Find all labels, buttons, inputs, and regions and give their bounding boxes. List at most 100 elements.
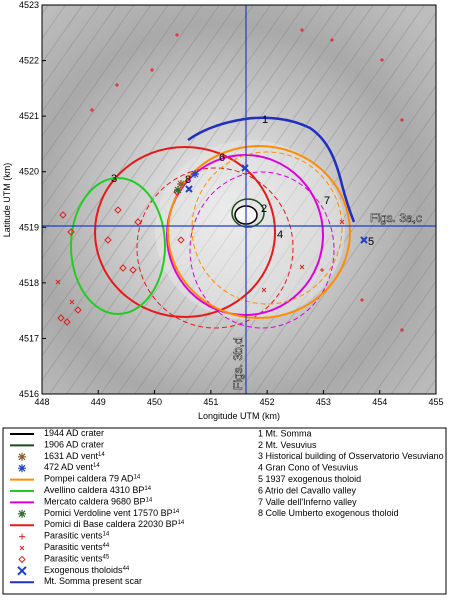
legend-swatch xyxy=(17,566,27,576)
legend-entry: Pomici di Base caldera 22030 BP14 xyxy=(44,520,185,530)
x-tick-label: 448 xyxy=(34,397,49,407)
legend-entry: Avellino caldera 4310 BP14 xyxy=(44,485,152,495)
legend-label: Parasitic vents xyxy=(44,531,103,541)
place-legend-entry: 7 Valle dell'Inferno valley xyxy=(258,497,357,507)
legend-entry: Mt. Somma present scar xyxy=(44,577,142,587)
place-number: 2 xyxy=(261,203,267,215)
place-legend-entry: 3 Historical building of Osservatorio Ve… xyxy=(258,451,444,461)
legend-superscript: 45 xyxy=(103,554,110,560)
legend-entry: Pomici Verdoline vent 17570 BP14 xyxy=(44,508,180,518)
place-legend-entry: 5 1937 exogenous tholoid xyxy=(258,474,361,484)
legend-label: Mercato caldera 9680 BP xyxy=(44,497,146,507)
place-number: 5 xyxy=(368,236,374,248)
cone-slope xyxy=(155,140,345,320)
legend-entry: Parasitic vents44 xyxy=(44,542,110,552)
legend-swatch xyxy=(18,464,26,473)
legend-swatch xyxy=(18,509,26,518)
legend-entry: Mercato caldera 9680 BP14 xyxy=(44,497,153,507)
legend-superscript: 14 xyxy=(103,531,110,537)
x-tick-label: 455 xyxy=(428,397,443,407)
legend-swatch xyxy=(19,545,25,551)
somma-scar xyxy=(187,116,356,223)
legend-superscript: 14 xyxy=(134,474,141,480)
y-tick-label: 4519 xyxy=(19,222,39,232)
legend-label: Pomici Verdoline vent 17570 BP xyxy=(44,508,173,518)
place-number: 3 xyxy=(111,173,117,185)
vent-verdoline xyxy=(174,186,182,194)
section-label: Figs. 3a,c xyxy=(370,211,422,225)
y-tick-label: 4516 xyxy=(19,389,39,399)
legend-swatch xyxy=(19,533,25,540)
legend-box xyxy=(2,427,447,595)
legend-label: 1631 AD vent xyxy=(44,451,99,461)
vent-472 xyxy=(191,170,199,178)
pomici-di-base-caldera xyxy=(94,146,276,318)
legend-label: 472 AD vent xyxy=(44,463,94,473)
legend-entry: Pompei caldera 79 AD14 xyxy=(44,474,141,484)
vent-1631 xyxy=(177,180,185,188)
place-number: 8 xyxy=(185,174,191,186)
legend-superscript: 14 xyxy=(173,508,180,514)
legend-superscript: 14 xyxy=(178,520,185,526)
legend-superscript: 14 xyxy=(98,451,105,457)
legend-entry: 472 AD vent14 xyxy=(44,463,100,473)
pompei-caldera xyxy=(167,145,351,319)
legend-superscript: 14 xyxy=(93,463,100,469)
legend-superscript: 44 xyxy=(103,543,110,549)
place-legend-entry: 6 Atrio del Cavallo valley xyxy=(258,485,357,495)
place-number: 4 xyxy=(277,229,283,241)
magenta-dashed-caldera xyxy=(189,171,335,329)
x-tick-label: 450 xyxy=(147,397,162,407)
legend-swatch xyxy=(18,452,26,461)
legend-label: 1906 AD crater xyxy=(44,440,104,450)
y-tick-label: 4523 xyxy=(19,0,39,10)
x-tick-label: 454 xyxy=(372,397,387,407)
y-axis-label: Latitude UTM (km) xyxy=(2,163,12,238)
y-tick-label: 4520 xyxy=(19,167,39,177)
y-tick-label: 4522 xyxy=(19,56,39,66)
legend-entry: 1906 AD crater xyxy=(44,440,104,450)
map-area: 1 2 3 4 5 6 7 8 Figs. 3a,c Figs. 3b,d xyxy=(42,5,436,394)
legend-entry: 1631 AD vent14 xyxy=(44,451,105,461)
y-tick-label: 4521 xyxy=(19,111,39,121)
legend-entry: Exogenous tholoids44 xyxy=(44,565,130,575)
x-tick-label: 449 xyxy=(91,397,106,407)
crater-1906 xyxy=(231,198,265,228)
legend-label: Pomici di Base caldera 22030 BP xyxy=(44,520,178,530)
avellino-caldera xyxy=(70,177,166,315)
y-tick-label: 4517 xyxy=(19,333,39,343)
place-legend-entry: 2 Mt. Vesuvius xyxy=(258,440,317,450)
legend-superscript: 14 xyxy=(146,497,153,503)
x-tick-label: 451 xyxy=(203,397,218,407)
legend-superscript: 44 xyxy=(123,565,130,571)
parasitic-vents xyxy=(55,28,404,332)
x-tick-label: 453 xyxy=(316,397,331,407)
place-legend-entry: 8 Colle Umberto exogenous tholoid xyxy=(258,508,399,518)
section-label: Figs. 3b,d xyxy=(231,337,245,390)
place-legend-entry: 1 Mt. Somma xyxy=(258,428,312,438)
axes: 448 449 450 451 452 453 454 4554516451745184519… xyxy=(19,0,444,407)
place-number: 7 xyxy=(324,195,330,207)
x-axis-label: Longitude UTM (km) xyxy=(198,411,280,421)
legend-entry: Parasitic vents14 xyxy=(44,531,110,541)
place-number: 6 xyxy=(219,152,225,164)
legend-entry: Parasitic vents45 xyxy=(44,554,110,564)
legend-label: Exogenous tholoids xyxy=(44,565,123,575)
legend-label: 1944 AD crater xyxy=(44,428,104,438)
red-dashed-caldera xyxy=(136,167,294,329)
legend-label: Parasitic vents xyxy=(44,554,103,564)
exogenous-tholoids xyxy=(185,164,368,244)
x-tick-label: 452 xyxy=(260,397,275,407)
legend-label: Mt. Somma present scar xyxy=(44,577,142,587)
place-legend-entry: 4 Gran Cono of Vesuvius xyxy=(258,463,359,473)
legend-superscript: 14 xyxy=(144,486,151,492)
legend-swatch xyxy=(18,555,26,564)
orange-dashed-caldera xyxy=(191,151,343,305)
legend-entry: 1944 AD crater xyxy=(44,428,104,438)
legend-label: Pompei caldera 79 AD xyxy=(44,474,134,484)
legend-label: Parasitic vents xyxy=(44,542,103,552)
y-tick-label: 4518 xyxy=(19,278,39,288)
